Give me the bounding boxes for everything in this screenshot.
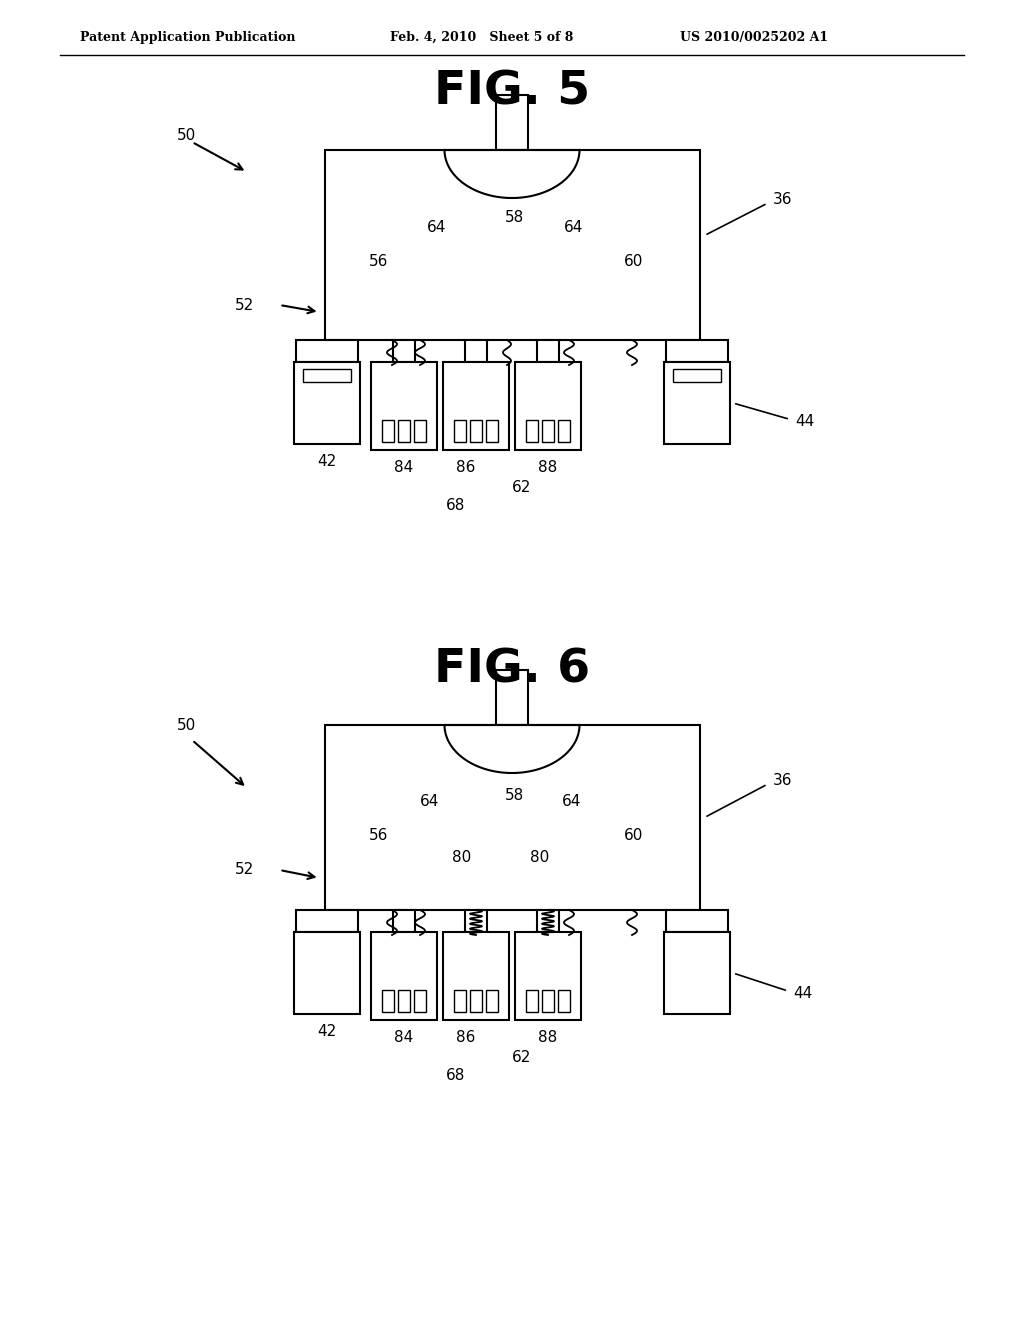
Bar bbox=[454, 990, 466, 1012]
Bar bbox=[673, 370, 721, 381]
Text: Patent Application Publication: Patent Application Publication bbox=[80, 30, 296, 44]
Text: 60: 60 bbox=[625, 828, 644, 842]
Text: 44: 44 bbox=[793, 986, 812, 1001]
Text: US 2010/0025202 A1: US 2010/0025202 A1 bbox=[680, 30, 828, 44]
Text: 86: 86 bbox=[457, 461, 476, 475]
Text: 52: 52 bbox=[234, 862, 254, 878]
Bar bbox=[542, 420, 554, 442]
Text: 84: 84 bbox=[394, 461, 414, 475]
Bar bbox=[414, 990, 426, 1012]
Bar bbox=[470, 990, 482, 1012]
Bar bbox=[325, 150, 699, 341]
Bar bbox=[398, 990, 410, 1012]
Text: 62: 62 bbox=[512, 1051, 531, 1065]
Bar bbox=[537, 909, 559, 932]
Bar bbox=[542, 990, 554, 1012]
Bar bbox=[296, 909, 358, 932]
Text: 88: 88 bbox=[539, 461, 558, 475]
Bar bbox=[526, 420, 538, 442]
Bar bbox=[294, 362, 360, 444]
Bar bbox=[664, 932, 730, 1014]
Bar bbox=[515, 362, 581, 450]
Text: 80: 80 bbox=[530, 850, 550, 866]
Bar bbox=[325, 725, 699, 909]
Bar bbox=[465, 341, 487, 362]
Bar bbox=[443, 932, 509, 1020]
Text: 64: 64 bbox=[427, 220, 446, 235]
Text: 50: 50 bbox=[177, 128, 197, 143]
Text: 64: 64 bbox=[562, 795, 582, 809]
Bar bbox=[454, 420, 466, 442]
Text: 60: 60 bbox=[625, 255, 644, 269]
Bar bbox=[526, 990, 538, 1012]
Text: 50: 50 bbox=[177, 718, 197, 733]
Bar bbox=[486, 990, 498, 1012]
Text: 86: 86 bbox=[457, 1031, 476, 1045]
Bar bbox=[465, 909, 487, 932]
Text: 68: 68 bbox=[446, 499, 466, 513]
Bar bbox=[382, 990, 394, 1012]
Text: 84: 84 bbox=[394, 1031, 414, 1045]
Bar bbox=[558, 990, 570, 1012]
Text: 62: 62 bbox=[512, 480, 531, 495]
Bar bbox=[382, 420, 394, 442]
Text: 80: 80 bbox=[453, 850, 472, 866]
Bar bbox=[664, 362, 730, 444]
Bar bbox=[371, 362, 437, 450]
Bar bbox=[296, 341, 358, 362]
Text: 58: 58 bbox=[506, 788, 524, 803]
Bar bbox=[443, 362, 509, 450]
Bar bbox=[393, 341, 415, 362]
Text: 44: 44 bbox=[795, 414, 814, 429]
Text: 52: 52 bbox=[234, 297, 254, 313]
Bar bbox=[486, 420, 498, 442]
Text: FIG. 6: FIG. 6 bbox=[434, 648, 590, 693]
Text: 42: 42 bbox=[317, 454, 337, 470]
Text: 68: 68 bbox=[446, 1068, 466, 1084]
Bar bbox=[371, 932, 437, 1020]
Text: 58: 58 bbox=[506, 210, 524, 226]
Bar bbox=[414, 420, 426, 442]
Text: 36: 36 bbox=[772, 191, 792, 207]
Bar bbox=[515, 932, 581, 1020]
Bar bbox=[303, 370, 351, 381]
Bar bbox=[537, 341, 559, 362]
Bar bbox=[666, 341, 728, 362]
Bar bbox=[558, 420, 570, 442]
Bar bbox=[496, 95, 528, 150]
Text: 64: 64 bbox=[564, 220, 584, 235]
Bar bbox=[496, 671, 528, 725]
Text: 56: 56 bbox=[370, 255, 389, 269]
Bar bbox=[666, 909, 728, 932]
Text: 42: 42 bbox=[317, 1024, 337, 1040]
Bar bbox=[393, 909, 415, 932]
Text: FIG. 5: FIG. 5 bbox=[434, 70, 590, 115]
Text: 64: 64 bbox=[420, 795, 439, 809]
Bar bbox=[470, 420, 482, 442]
Text: 36: 36 bbox=[772, 774, 792, 788]
Bar bbox=[294, 932, 360, 1014]
Text: 56: 56 bbox=[370, 828, 389, 842]
Text: Feb. 4, 2010   Sheet 5 of 8: Feb. 4, 2010 Sheet 5 of 8 bbox=[390, 30, 573, 44]
Bar bbox=[398, 420, 410, 442]
Text: 88: 88 bbox=[539, 1031, 558, 1045]
